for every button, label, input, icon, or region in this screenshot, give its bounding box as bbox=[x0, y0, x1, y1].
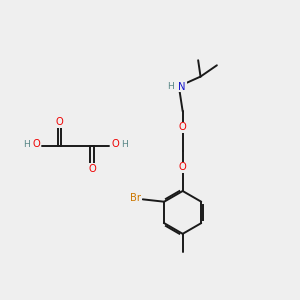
Text: Br: Br bbox=[130, 193, 141, 203]
Text: O: O bbox=[56, 117, 63, 128]
Text: N: N bbox=[178, 82, 186, 92]
Text: O: O bbox=[179, 162, 187, 172]
Text: O: O bbox=[111, 139, 119, 149]
Text: H: H bbox=[23, 140, 30, 148]
Text: O: O bbox=[179, 122, 187, 132]
Text: H: H bbox=[121, 140, 128, 148]
Text: H: H bbox=[167, 82, 174, 91]
Text: O: O bbox=[32, 139, 40, 149]
Text: O: O bbox=[88, 164, 96, 174]
